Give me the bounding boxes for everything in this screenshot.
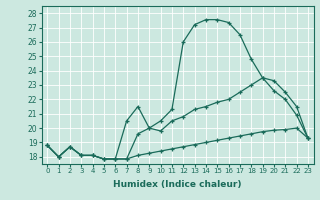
X-axis label: Humidex (Indice chaleur): Humidex (Indice chaleur) — [113, 180, 242, 189]
